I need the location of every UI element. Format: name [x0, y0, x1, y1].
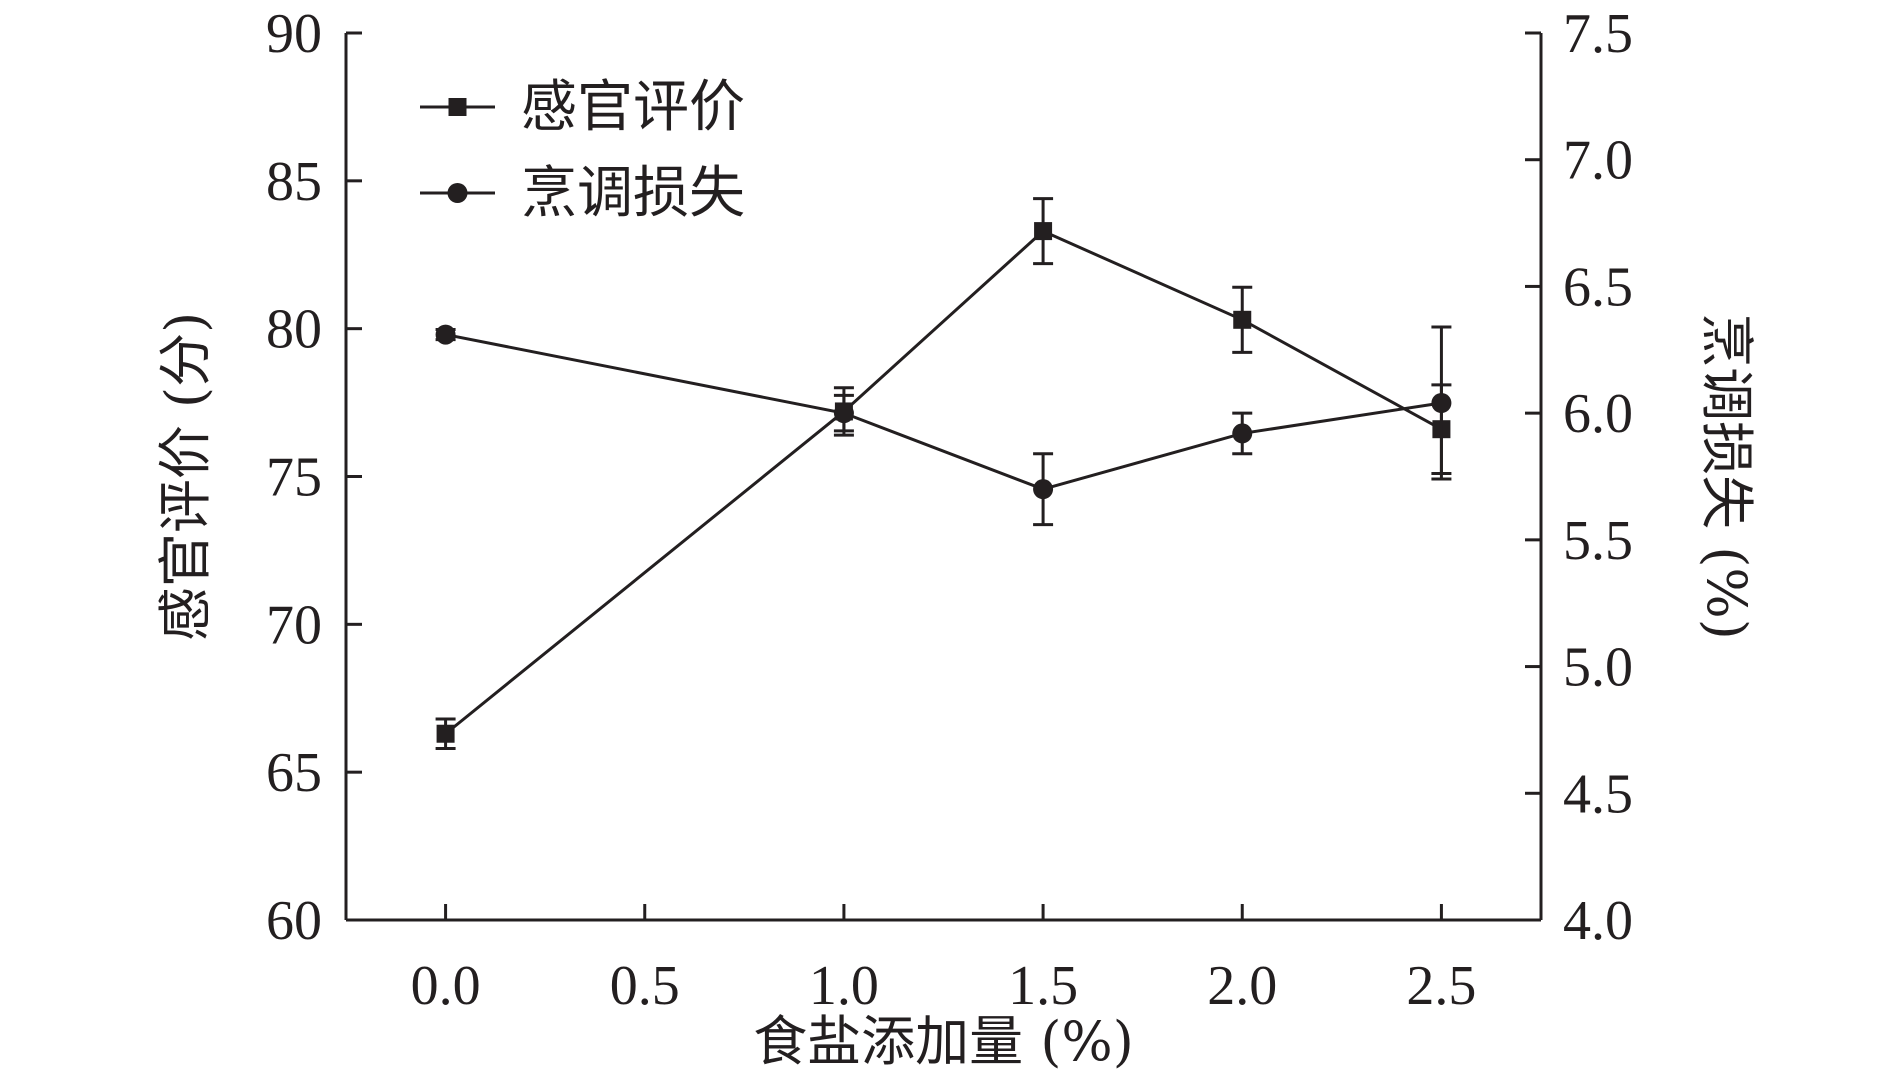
legend-circle-marker: [447, 183, 468, 203]
y-right-tick-label: 5.5: [1563, 510, 1633, 572]
x-tick-label: 2.0: [1207, 955, 1277, 1017]
y-left-tick-label: 70: [266, 594, 322, 656]
y-right-tick-label: 4.5: [1563, 763, 1633, 825]
x-tick-label: 1.5: [1008, 955, 1078, 1017]
y-left-tick-label: 85: [266, 151, 322, 213]
axis-titles: 食盐添加量 (%) 感官评价 (分) 烹调损失 (%): [154, 312, 1758, 1073]
y-right-tick-label: 6.5: [1563, 256, 1633, 318]
y-left-tick-label: 75: [266, 447, 322, 509]
circle-series-point: [1033, 479, 1054, 500]
y-left-tick-label: 60: [266, 890, 322, 952]
circle-series-point: [1431, 393, 1452, 414]
circle-series-line: [445, 333, 1442, 491]
y-axis-right-title: 烹调损失 (%): [1695, 313, 1758, 640]
y-left-tick-label: 90: [266, 3, 322, 65]
legend-square-marker: [448, 98, 467, 116]
x-axis-title: 食盐添加量 (%): [753, 1010, 1134, 1073]
y-left-tick-label: 80: [266, 299, 322, 361]
circle-series: [435, 324, 1452, 527]
y-right-tick-label: 7.5: [1563, 3, 1633, 65]
square-series-point: [436, 724, 455, 743]
y-right-tick-label: 6.0: [1563, 383, 1633, 445]
x-tick-label: 0.5: [610, 955, 680, 1017]
y-right-tick-label: 5.0: [1563, 637, 1633, 699]
y-right-tick-label: 7.0: [1563, 130, 1633, 192]
series-layer: [435, 197, 1452, 751]
legend-label: 烹调损失: [521, 161, 745, 226]
square-series: [435, 197, 1452, 751]
circle-series-point: [435, 324, 456, 345]
square-series-point: [1034, 222, 1053, 241]
square-series-point: [1233, 310, 1252, 329]
legend-label: 感官评价: [521, 75, 745, 140]
axes: 0.0 0.5 1.0 1.5 2.0 2.5 60 65 70 75 80 85 90 4.0 4.5 5.…: [266, 3, 1633, 1017]
square-series-line: [444, 229, 1443, 735]
y-right-tick-label: 4.0: [1563, 890, 1633, 952]
circle-series-point: [1232, 423, 1253, 444]
x-tick-label: 0.0: [411, 955, 481, 1017]
x-tick-label: 1.0: [809, 955, 879, 1017]
y-axis-left-title: 感官评价 (分): [154, 312, 217, 641]
x-tick-label: 2.5: [1406, 955, 1476, 1017]
y-left-tick-label: 65: [266, 742, 322, 804]
circle-series-point: [833, 403, 854, 424]
